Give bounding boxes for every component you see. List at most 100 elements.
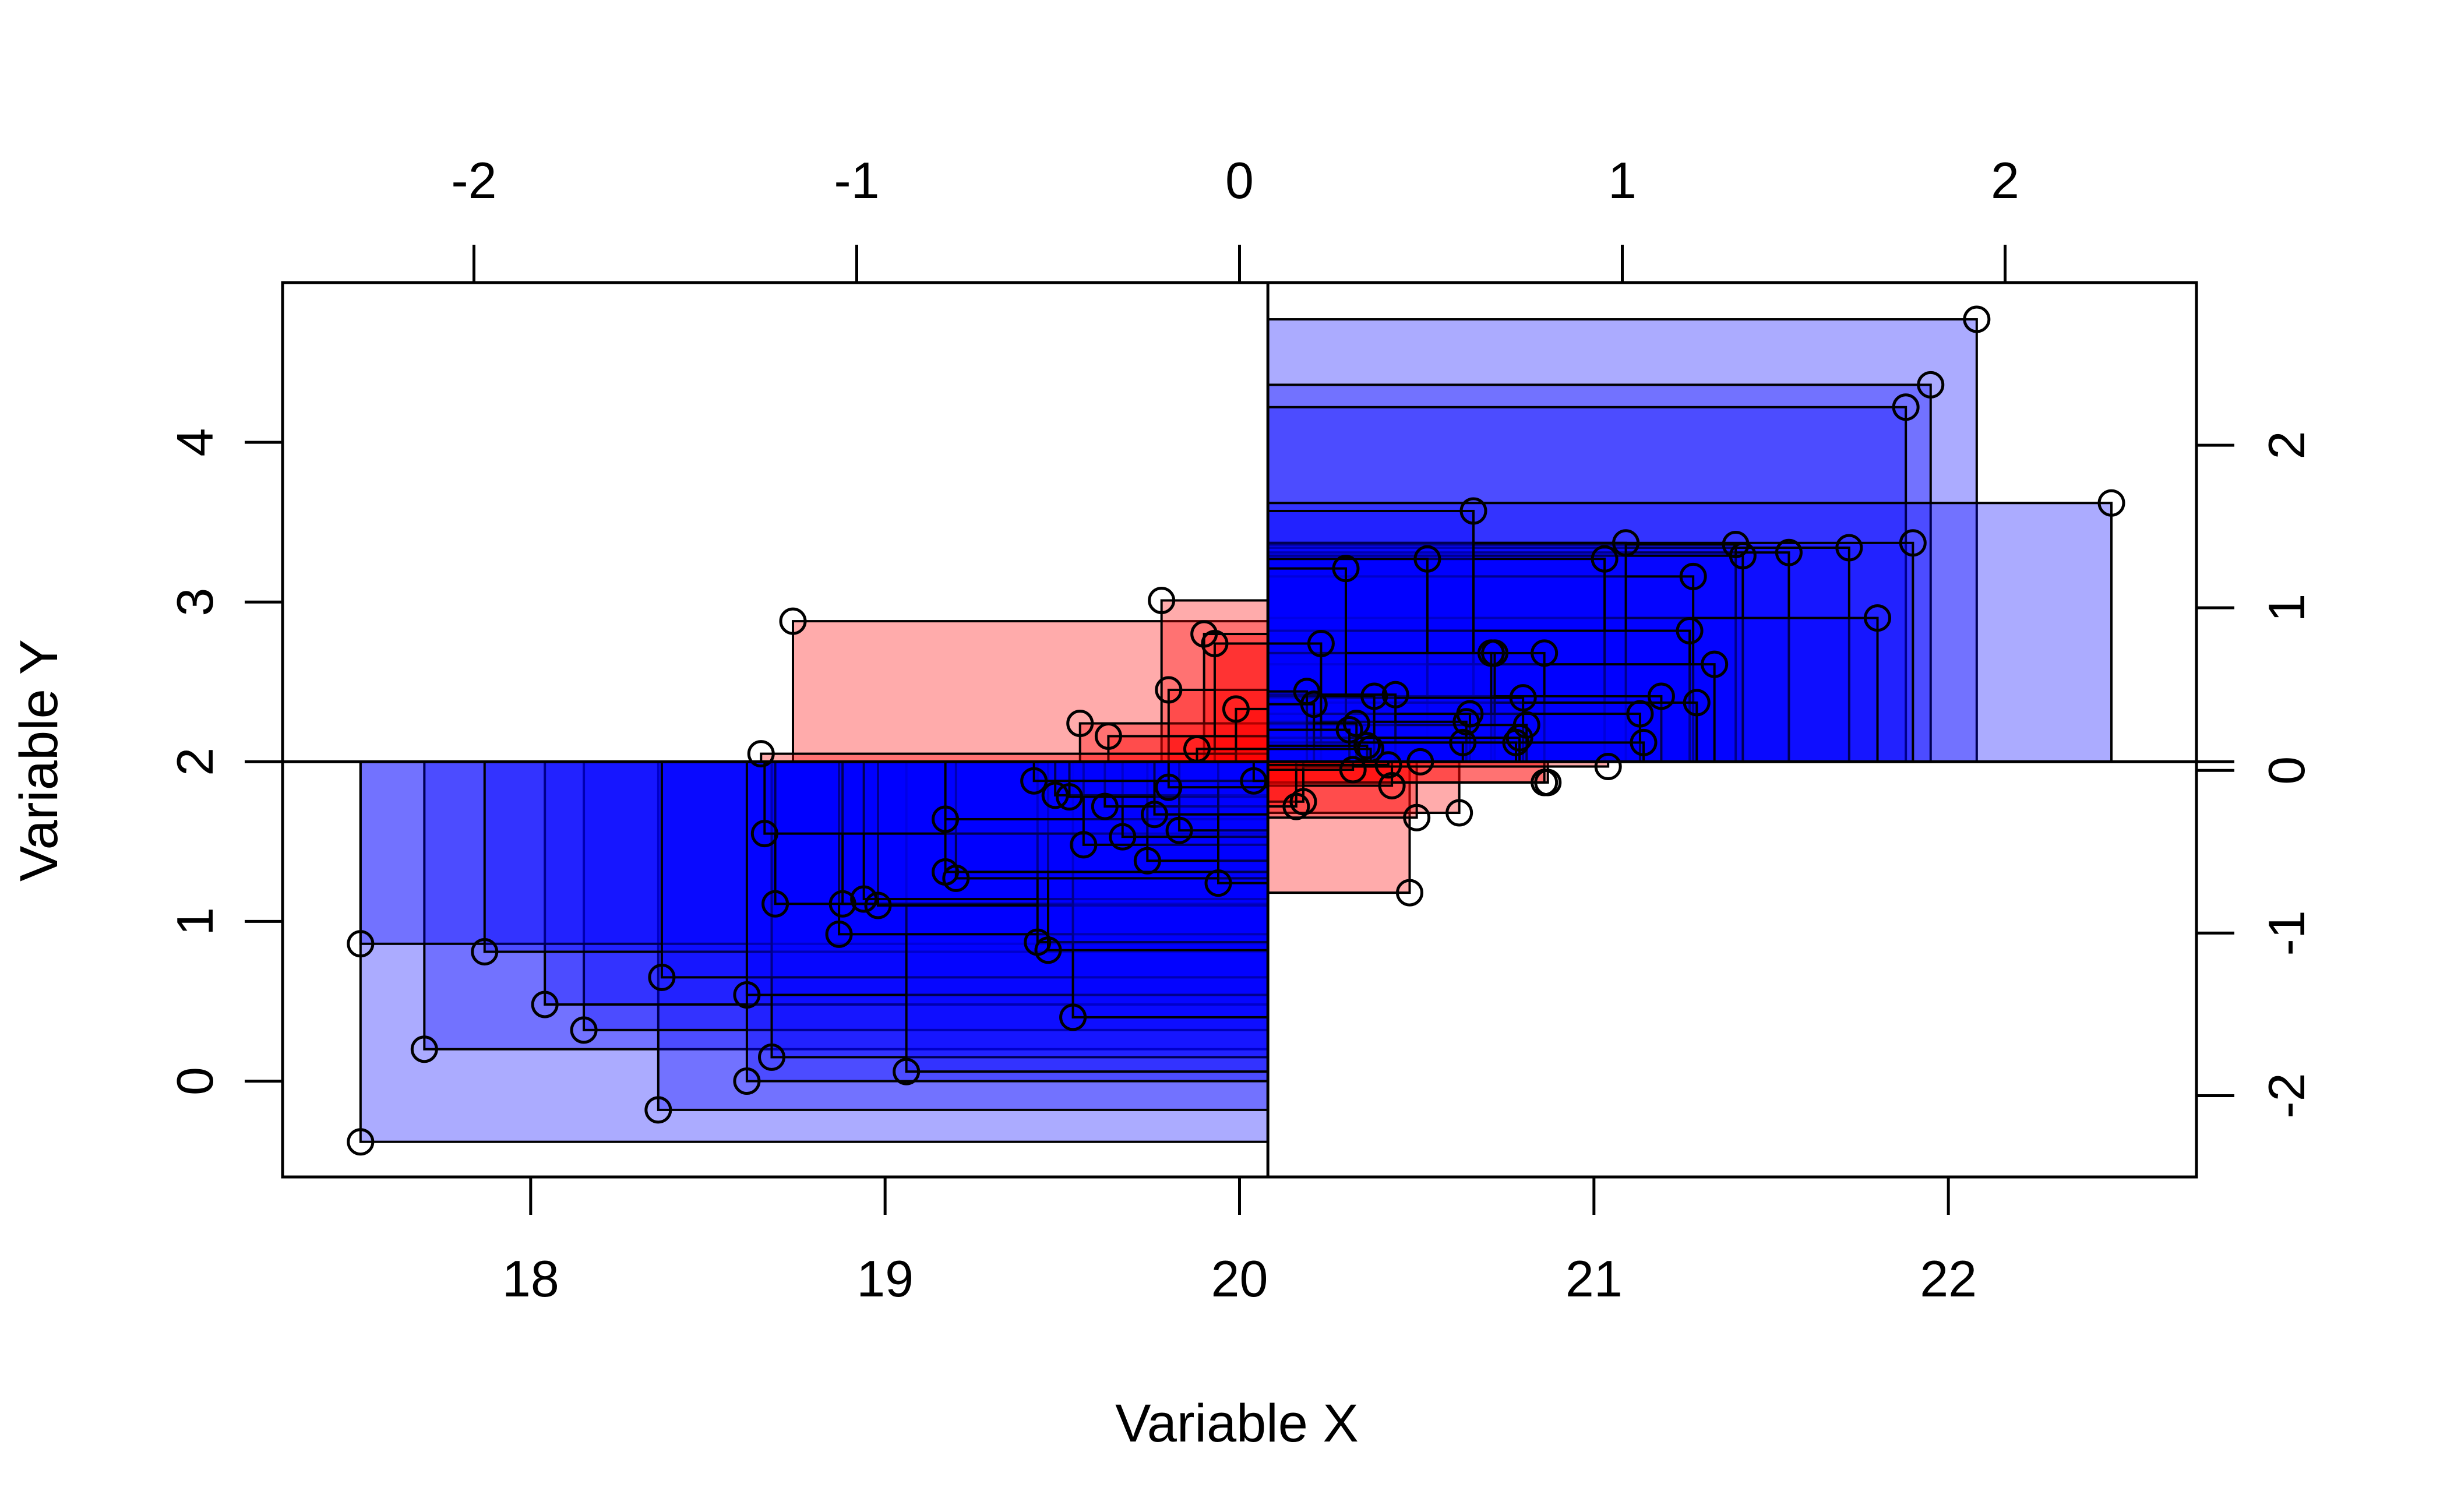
data-point [1339,756,1367,784]
data-point [1481,639,1508,667]
quadrant-rectangles [359,318,2113,1143]
data-point [1505,724,1533,752]
x-tick-label: 21 [1565,1250,1623,1307]
x-tick-label: 18 [502,1250,559,1307]
data-point [1148,586,1176,614]
data-point [1647,682,1675,710]
data-point [828,890,856,918]
data-point [1899,529,1927,557]
data-point [1282,792,1310,820]
data-point [1892,393,1920,421]
data-point [1835,534,1863,562]
data-point [1630,728,1658,756]
y-tick-label: 4 [166,428,224,457]
top-tick-label: -2 [451,151,496,209]
data-point [1342,710,1370,738]
y-axis-right: -2 -1 0 1 2 [2196,431,2315,1119]
right-tick-label: -1 [2258,910,2315,956]
x-axis-bottom: 18 19 20 21 22 [502,1175,1977,1307]
right-tick-label: 2 [2258,431,2315,460]
data-point [648,963,676,991]
data-point [1775,538,1803,566]
data-point [1864,604,1891,632]
data-point [410,1035,438,1063]
data-point [733,1067,761,1095]
data-point [1378,771,1406,799]
deviation-rect [1267,558,1606,763]
data-point [1222,695,1250,723]
y-tick-label: 1 [166,907,224,936]
data-point [1059,1003,1087,1031]
right-tick-label: 1 [2258,594,2315,622]
data-point [761,890,789,918]
y-tick-label: 0 [166,1067,224,1095]
data-point [1201,629,1229,657]
data-point [1626,700,1654,728]
data-point [1240,767,1268,795]
data-point [747,740,775,768]
data-point [864,891,892,919]
data-point [1307,629,1335,657]
data-point [1512,711,1540,739]
data-point [1332,555,1360,583]
data-point [758,1043,785,1071]
data-point [1509,684,1537,712]
data-point [1701,650,1729,678]
data-point [1155,773,1183,801]
data-point [1591,545,1619,573]
data-point [1109,823,1137,851]
deviation-rect [944,760,1270,820]
data-point [1449,728,1477,756]
x-axis-title: Variable X [1115,1394,1359,1453]
data-point [2097,489,2125,517]
data-point [1445,799,1473,827]
data-point [1594,753,1622,781]
data-point [750,820,778,848]
data-point [1056,783,1083,811]
y-tick-label: 2 [166,748,224,776]
data-point [1917,371,1945,399]
data-point [1612,529,1640,557]
data-point [1141,801,1168,829]
data-point [471,938,499,966]
y-axis-left: 0 1 2 3 4 [166,428,283,1095]
top-tick-label: -1 [834,151,879,209]
top-tick-label: 1 [1608,151,1637,209]
data-point [1683,689,1711,717]
data-point [1165,816,1193,844]
data-point [1531,639,1559,667]
data-point [1534,769,1562,796]
data-point [1293,678,1321,706]
data-point [1459,497,1487,525]
data-point [1679,562,1707,590]
data-point [1300,690,1328,718]
right-tick-label: 0 [2258,756,2315,785]
data-point [1353,732,1381,760]
x-tick-label: 22 [1920,1250,1977,1307]
data-point [1070,831,1098,859]
data-point [1963,305,1991,333]
top-tick-label: 2 [1991,151,2019,209]
x-axis-top: -2 -1 0 1 2 [451,151,2019,283]
x-tick-label: 19 [856,1250,914,1307]
deviation-rect [483,760,1270,953]
data-point [347,1128,375,1156]
data-point [644,1096,672,1124]
data-point [1155,676,1183,704]
data-point [1456,700,1484,728]
data-point [1381,681,1409,709]
deviation-rect [1036,760,1270,944]
data-point [1034,936,1062,964]
data-point [1374,751,1402,779]
data-point [570,1016,598,1044]
data-point [1335,716,1363,743]
top-tick-label: 0 [1225,151,1254,209]
data-point [1133,847,1161,875]
data-point [1204,869,1232,897]
data-point [1413,545,1441,573]
y-axis-title: Variable Y [9,639,69,882]
right-tick-label: -2 [2258,1073,2315,1118]
data-points [347,305,2125,1156]
